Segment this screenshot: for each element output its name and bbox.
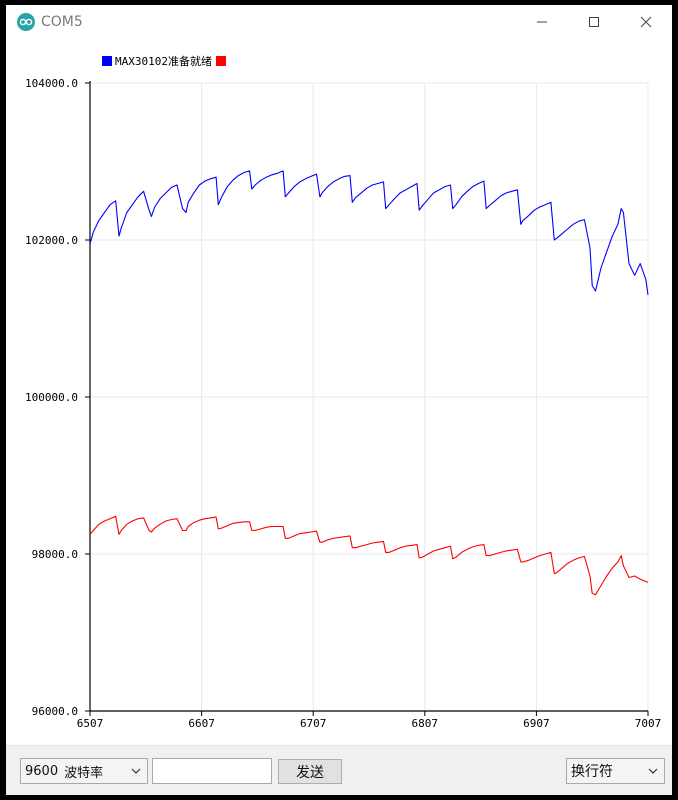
legend-swatch-series-2	[215, 56, 226, 66]
y-tick-label: 96000.0	[32, 705, 78, 718]
maximize-icon	[589, 17, 599, 27]
window-title: COM5	[41, 14, 83, 30]
minimize-icon	[537, 21, 547, 23]
legend-swatch-series-1	[102, 56, 112, 66]
close-icon	[640, 16, 652, 28]
x-tick-label: 7007	[635, 717, 662, 730]
chevron-down-icon	[131, 768, 141, 774]
bottom-toolbar: 9600 波特率 发送 换行符	[6, 745, 672, 795]
y-tick-label: 102000.0	[25, 234, 78, 247]
y-tick-label: 104000.0	[25, 77, 78, 90]
baud-rate-label: 波特率	[64, 765, 104, 781]
x-tick-label: 6907	[523, 717, 550, 730]
serial-plotter-window: COM5 96000.0 98000.0 100000.0 102000.0 10400…	[6, 5, 672, 795]
series-line-2	[89, 515, 649, 596]
x-tick-label: 6707	[300, 717, 327, 730]
maximize-button[interactable]	[568, 5, 620, 39]
chevron-down-icon	[648, 768, 658, 774]
y-tick-label: 98000.0	[32, 548, 78, 561]
close-button[interactable]	[620, 5, 672, 39]
series-line-1	[89, 170, 649, 295]
baud-rate-value: 9600	[25, 763, 59, 779]
message-input[interactable]	[152, 758, 272, 784]
plot-area: 96000.0 98000.0 100000.0 102000.0 104000.0 65…	[6, 39, 672, 745]
legend-label: MAX30102准备就绪	[115, 54, 212, 68]
send-button[interactable]: 发送	[278, 759, 342, 784]
x-tick-label: 6807	[412, 717, 439, 730]
title-bar[interactable]: COM5	[6, 5, 672, 39]
minimize-button[interactable]	[516, 5, 568, 39]
line-ending-label: 换行符	[571, 764, 613, 780]
line-chart: 96000.0 98000.0 100000.0 102000.0 104000.0 65…	[25, 54, 662, 730]
x-tick-label: 6607	[188, 717, 215, 730]
arduino-logo-icon	[17, 13, 35, 31]
line-ending-select[interactable]: 换行符	[566, 758, 665, 784]
x-tick-label: 6507	[77, 717, 104, 730]
baud-rate-select[interactable]: 9600 波特率	[20, 758, 148, 784]
y-tick-label: 100000.0	[25, 391, 78, 404]
